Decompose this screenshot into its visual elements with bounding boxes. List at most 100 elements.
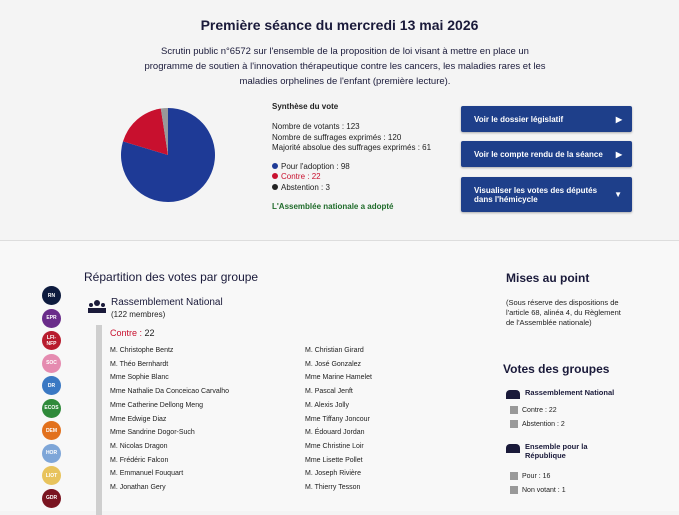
- line-label: Contre :: [522, 406, 547, 414]
- count-line: Nombre de votants : 123: [272, 122, 431, 133]
- member-name: Mme Tiffany Joncour: [305, 415, 370, 423]
- vote-label: Abstention :: [281, 182, 324, 192]
- result: L'Assemblée nationale a adopté: [272, 202, 394, 211]
- member-name: Mme Sophie Blanc: [110, 374, 169, 382]
- vote-value: 3: [325, 182, 330, 192]
- legend-dot: [272, 183, 278, 190]
- member-name: Mme Sandrine Dogor-Such: [110, 429, 195, 437]
- member-name: M. Jonathan Gery: [110, 484, 166, 491]
- count-value: 120: [387, 132, 402, 142]
- arrow: ▶: [615, 149, 622, 159]
- arrow: ▼: [614, 190, 622, 199]
- group-badge[interactable]: LFI-NFP: [42, 331, 61, 350]
- member-name: M. Emmanuel Fouquart: [110, 470, 184, 478]
- line-label: Pour :: [522, 472, 541, 480]
- member-name: M. Nicolas Dragon: [110, 442, 168, 450]
- count-value: 123: [346, 122, 360, 131]
- member-name: Mme Catherine Dellong Meng: [110, 401, 203, 409]
- member-name: M. Pascal Jenft: [305, 388, 353, 396]
- counts: Nombre de votants : 123 Nombre de suffrag…: [272, 122, 431, 154]
- button[interactable]: Voir le dossier législatif ▶: [461, 106, 632, 132]
- line-value: 16: [542, 472, 551, 480]
- member-name: M. Christian Girard: [305, 347, 364, 354]
- group-name: Ensemble pour la République: [525, 442, 588, 460]
- button[interactable]: Visualiser les votes des députés dans l'…: [461, 177, 632, 212]
- pie-slice: [160, 108, 168, 155]
- description: Scrutin public n°6572 sur l'ensemble de …: [144, 46, 546, 87]
- group-vote-line: Non votant : 1: [510, 486, 566, 494]
- member-name: Mme Christine Loir: [305, 442, 364, 450]
- votes: Pour l'adoption : 98 Contre : 22 Abstentio…: [272, 162, 431, 194]
- member-name: Mme Nathalie Da Conceicao Carvalho: [110, 388, 230, 396]
- member-name: Mme Marine Hamelet: [305, 374, 372, 382]
- legend-dot: [272, 173, 278, 179]
- member-name: M. José Gonzalez: [305, 360, 362, 368]
- position-label: Contre :: [110, 328, 143, 338]
- line-label: Non votant :: [522, 486, 560, 494]
- group-badge[interactable]: EPR: [42, 308, 61, 328]
- button-label: Voir le compte rendu de la séance: [474, 149, 603, 159]
- member-name: M. Édouard Jordan: [305, 429, 365, 437]
- member-name: M. Frédéric Falcon: [110, 456, 169, 464]
- member-name: M. Théo Bernhardt: [110, 360, 169, 368]
- count-line: Nombre de suffrages exprimés : 120: [272, 133, 431, 144]
- position-value: 22: [144, 328, 155, 338]
- line-label: Abstention :: [522, 420, 559, 428]
- legend-dot: [272, 162, 278, 169]
- vote-value: 22: [311, 172, 321, 181]
- group-icon: [88, 300, 106, 313]
- count-label: Majorité absolue des suffrages exprimés …: [272, 143, 420, 152]
- square: [510, 406, 518, 414]
- group-badge[interactable]: ECOS: [42, 398, 61, 418]
- pie-chart: [121, 108, 215, 202]
- square: [510, 486, 518, 494]
- summary-title: Synthèse du vote: [272, 102, 339, 111]
- group-badge[interactable]: RN: [42, 286, 61, 305]
- group-members: (122 membres): [111, 310, 166, 319]
- arrow: ▶: [615, 114, 622, 124]
- pie-slice: [123, 108, 168, 155]
- line-value: 1: [561, 486, 566, 494]
- group-badge[interactable]: LIOT: [42, 466, 61, 485]
- title: Première séance du mercredi 13 mai 2026: [200, 17, 479, 33]
- count-value: 61: [422, 143, 432, 152]
- member-name: Mme Lisette Pollet: [305, 456, 363, 464]
- vote-value: 98: [340, 161, 350, 171]
- note: (Sous réserve des dispositions de l'arti…: [506, 298, 621, 327]
- member-name: Mme Edwige Diaz: [110, 415, 167, 423]
- square: [510, 420, 518, 428]
- vote-line: Contre : 22: [272, 172, 431, 183]
- vote-label: Pour l'adoption :: [281, 161, 339, 171]
- vote-line: Abstention : 3: [272, 183, 431, 194]
- member-name: M. Alexis Jolly: [305, 401, 349, 409]
- group-badge[interactable]: HOR: [42, 443, 61, 463]
- section-title: Votes des groupes: [503, 362, 610, 376]
- group-name: Rassemblement National: [111, 297, 223, 308]
- group-badge[interactable]: DR: [42, 376, 61, 395]
- vote-line: Pour l'adoption : 98: [272, 162, 431, 173]
- vote-label: Contre :: [281, 172, 310, 181]
- group-name: Rassemblement National: [525, 388, 615, 397]
- count-line: Majorité absolue des suffrages exprimés …: [272, 143, 431, 154]
- group-vote-line: Contre : 22: [510, 406, 557, 414]
- line-value: 2: [560, 420, 565, 428]
- member-name: M. Thierry Tesson: [305, 484, 361, 491]
- position: Contre : 22: [110, 328, 155, 338]
- button[interactable]: Voir le compte rendu de la séance ▶: [461, 141, 632, 167]
- section-title: Répartition des votes par groupe: [84, 270, 259, 284]
- line-value: 22: [548, 406, 557, 414]
- square: [510, 472, 518, 480]
- lower-section: [0, 240, 679, 511]
- vote-summary: Synthèse du vote Nombre de votants : 123…: [272, 102, 431, 211]
- count-label: Nombre de suffrages exprimés :: [272, 132, 386, 142]
- button-label: Visualiser les votes des députés dans l'…: [474, 185, 598, 204]
- group-icon: [506, 390, 520, 399]
- group-badge[interactable]: DEM: [42, 421, 61, 440]
- member-name: M. Christophe Bentz: [110, 347, 174, 354]
- member-name: M. Joseph Rivière: [305, 470, 362, 478]
- group-vote-line: Pour : 16: [510, 472, 550, 480]
- group-badge[interactable]: SOC: [42, 353, 61, 373]
- group-badge[interactable]: GDR: [42, 488, 61, 508]
